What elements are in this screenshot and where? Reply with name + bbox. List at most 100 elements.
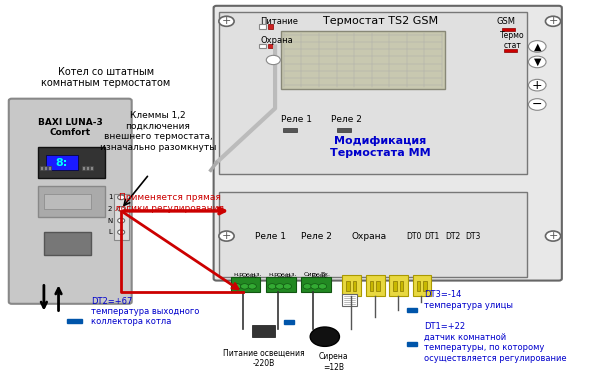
Circle shape	[118, 207, 125, 211]
Text: ▼: ▼	[533, 57, 541, 67]
Text: Термостат TS2 GSM: Термостат TS2 GSM	[323, 16, 438, 26]
Circle shape	[319, 284, 326, 289]
Circle shape	[233, 284, 241, 289]
Circle shape	[118, 218, 125, 223]
Text: Общ.: Общ.	[242, 272, 259, 277]
Bar	[40, 166, 43, 170]
Bar	[343, 275, 361, 296]
Bar	[114, 194, 129, 240]
Bar	[259, 24, 266, 29]
Circle shape	[266, 55, 280, 65]
Bar	[423, 281, 427, 291]
Bar	[389, 275, 408, 296]
Text: 2: 2	[108, 206, 112, 212]
Circle shape	[118, 230, 125, 235]
Circle shape	[219, 231, 234, 241]
Circle shape	[529, 56, 546, 68]
Text: N: N	[107, 217, 112, 224]
Circle shape	[248, 284, 256, 289]
Bar	[231, 277, 260, 292]
Bar	[268, 24, 273, 29]
Circle shape	[283, 284, 292, 289]
Text: Реле 2: Реле 2	[301, 231, 332, 241]
Bar	[44, 194, 91, 209]
Circle shape	[529, 99, 546, 110]
Text: Охрана: Охрана	[260, 36, 293, 45]
Bar	[505, 49, 517, 52]
Text: Сир.: Сир.	[303, 272, 317, 277]
Text: +: +	[548, 16, 558, 26]
Circle shape	[268, 284, 276, 289]
Bar	[376, 281, 380, 291]
Text: Общ.: Общ.	[312, 272, 329, 277]
Bar	[38, 186, 106, 217]
Circle shape	[529, 79, 546, 91]
Text: BAXI LUNA-3
Comfort: BAXI LUNA-3 Comfort	[38, 118, 103, 137]
Text: DT3: DT3	[465, 231, 481, 241]
Bar	[284, 320, 295, 324]
Bar	[82, 166, 85, 170]
FancyBboxPatch shape	[214, 6, 562, 281]
Bar	[90, 166, 93, 170]
Bar	[220, 192, 527, 277]
Bar	[220, 12, 527, 174]
Bar	[393, 281, 397, 291]
Bar	[38, 147, 106, 178]
Circle shape	[275, 284, 284, 289]
Text: Питание: Питание	[260, 17, 298, 26]
Text: Питание освещения
-220В: Питание освещения -220В	[223, 348, 304, 368]
Text: DT1=+22
датчик комнатной
температуры, по которому
осуществляется регулирование: DT1=+22 датчик комнатной температуры, по…	[424, 322, 567, 363]
Text: DT1: DT1	[424, 231, 440, 241]
Text: DT3=-14
температура улицы: DT3=-14 температура улицы	[424, 290, 514, 310]
Text: DT2: DT2	[445, 231, 460, 241]
Text: Котел со штатным
комнатным термостатом: Котел со штатным комнатным термостатом	[41, 67, 170, 88]
Bar	[353, 281, 356, 291]
Text: 8:: 8:	[55, 158, 68, 168]
Text: Реле 1: Реле 1	[281, 115, 312, 125]
Text: Модификация
Термостата ММ: Модификация Термостата ММ	[330, 136, 431, 158]
Text: Термо
стат: Термо стат	[500, 31, 524, 50]
Text: +: +	[222, 16, 231, 26]
Bar	[407, 342, 417, 346]
Text: +: +	[548, 231, 558, 241]
Bar	[268, 44, 273, 48]
Text: +: +	[222, 231, 231, 241]
Text: Реле 2: Реле 2	[331, 115, 362, 125]
Text: Применяется прямая
логики регулирования: Применяется прямая логики регулирования	[115, 194, 224, 213]
Bar	[251, 325, 275, 337]
Bar	[416, 281, 420, 291]
Circle shape	[219, 16, 234, 26]
Text: DT2=+67
температура выходного
коллектора котла: DT2=+67 температура выходного коллектора…	[91, 296, 199, 327]
Bar	[259, 44, 266, 48]
Bar	[346, 281, 350, 291]
Bar	[400, 281, 403, 291]
Bar	[266, 277, 296, 292]
Text: Клеммы 1,2
подключения
внешнего термостата,
изначально разомкнуты: Клеммы 1,2 подключения внешнего термоста…	[100, 111, 216, 152]
Circle shape	[545, 16, 560, 26]
Text: DT0: DT0	[407, 231, 422, 241]
Circle shape	[303, 284, 311, 289]
Circle shape	[545, 231, 560, 241]
Bar	[337, 128, 351, 132]
Bar	[413, 275, 431, 296]
Bar	[281, 31, 445, 89]
Circle shape	[529, 41, 546, 52]
Text: н.з.: н.з.	[250, 272, 262, 277]
Bar	[86, 166, 89, 170]
Bar	[67, 319, 82, 323]
Text: н.р.: н.р.	[268, 272, 280, 277]
Bar	[283, 128, 298, 132]
Text: L: L	[109, 229, 112, 235]
Text: Вх.: Вх.	[321, 272, 331, 277]
Text: −: −	[532, 98, 542, 111]
Text: н.з.: н.з.	[286, 272, 297, 277]
Bar	[370, 281, 373, 291]
Circle shape	[241, 284, 249, 289]
Bar	[44, 232, 91, 255]
Text: Реле 1: Реле 1	[254, 231, 286, 241]
Text: н.р.: н.р.	[233, 272, 245, 277]
Bar	[407, 308, 417, 312]
Bar	[44, 166, 47, 170]
Bar	[343, 294, 357, 306]
Text: ▲: ▲	[533, 41, 541, 51]
